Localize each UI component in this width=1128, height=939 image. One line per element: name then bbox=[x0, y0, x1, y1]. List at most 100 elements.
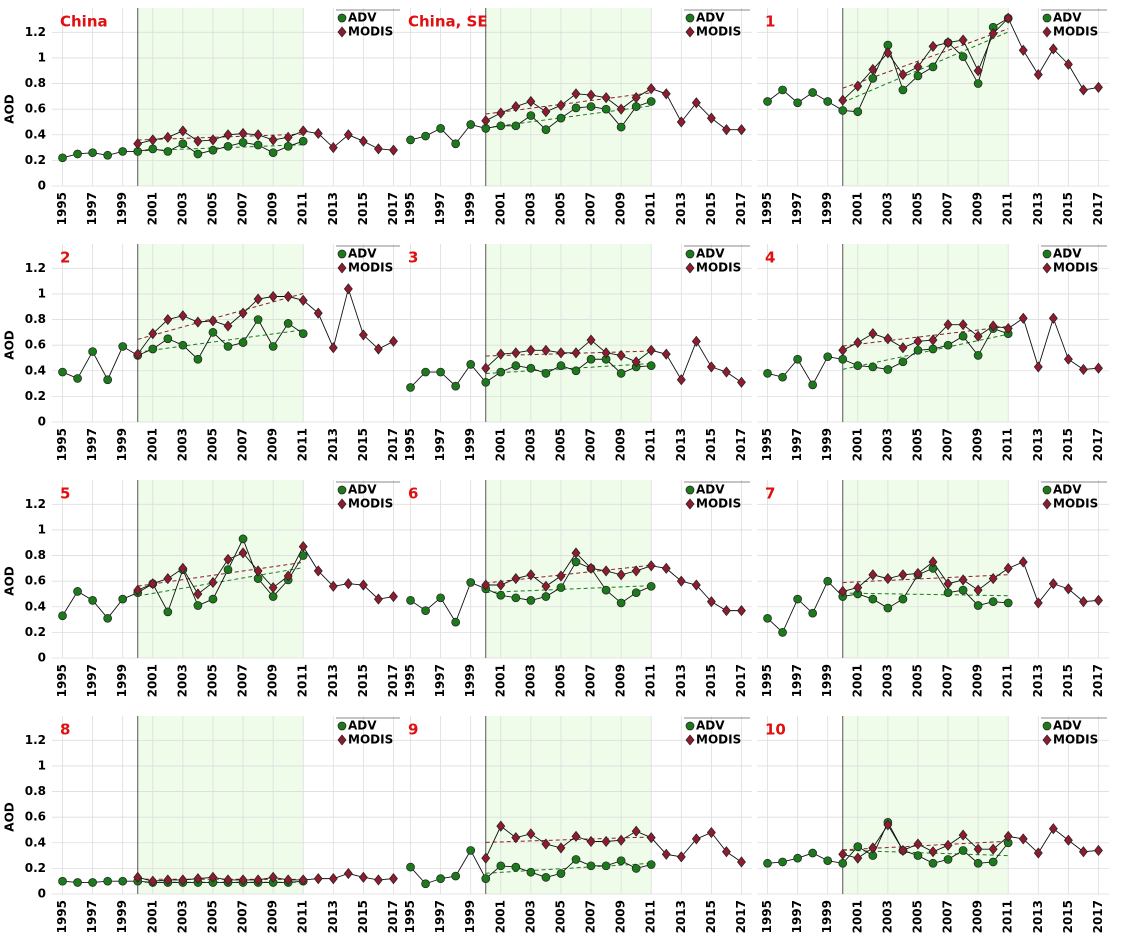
x-tick-label: 2007 bbox=[584, 428, 598, 461]
x-tick-label: 1999 bbox=[115, 428, 129, 461]
x-tick-label: 2017 bbox=[734, 192, 748, 225]
marker bbox=[928, 344, 938, 354]
marker bbox=[133, 584, 143, 596]
marker bbox=[223, 320, 233, 332]
x-tick-label: 2015 bbox=[356, 664, 370, 697]
marker bbox=[838, 858, 848, 868]
y-tick-label: 0 bbox=[38, 415, 46, 429]
legend-marker bbox=[337, 26, 347, 38]
marker bbox=[283, 131, 293, 143]
marker bbox=[571, 855, 581, 864]
marker bbox=[1018, 556, 1028, 568]
marker bbox=[943, 340, 953, 350]
x-tick-label: 1999 bbox=[820, 192, 834, 225]
marker bbox=[823, 352, 833, 362]
legend-marker bbox=[337, 498, 347, 510]
marker bbox=[988, 573, 998, 585]
marker bbox=[451, 871, 461, 881]
marker bbox=[883, 333, 893, 345]
panel-title: 1 bbox=[765, 13, 775, 31]
marker bbox=[541, 344, 551, 356]
marker bbox=[253, 129, 263, 141]
legend-marker bbox=[337, 262, 347, 274]
marker bbox=[737, 376, 746, 388]
marker bbox=[883, 573, 893, 585]
x-tick-label: 1999 bbox=[820, 664, 834, 697]
marker bbox=[148, 344, 158, 354]
x-tick-label: 2011 bbox=[296, 192, 310, 225]
legend-label: ADV bbox=[1053, 719, 1082, 733]
marker bbox=[868, 63, 878, 76]
marker bbox=[133, 348, 143, 360]
marker bbox=[631, 864, 641, 873]
x-tick-label: 2013 bbox=[1031, 900, 1045, 933]
marker bbox=[898, 69, 908, 81]
marker bbox=[1033, 361, 1043, 373]
marker bbox=[853, 361, 863, 371]
marker bbox=[526, 111, 536, 120]
legend-label: MODIS bbox=[696, 497, 741, 511]
x-tick-label: 2011 bbox=[296, 428, 310, 461]
legend-label: MODIS bbox=[696, 25, 741, 39]
marker bbox=[706, 112, 716, 124]
marker bbox=[193, 354, 203, 364]
x-tick-label: 2009 bbox=[266, 192, 280, 225]
marker bbox=[358, 871, 368, 883]
highlight-span bbox=[137, 480, 304, 658]
marker bbox=[616, 569, 626, 581]
x-tick-label: 2007 bbox=[236, 428, 250, 461]
marker bbox=[373, 343, 383, 355]
marker bbox=[808, 848, 818, 858]
marker bbox=[148, 134, 158, 146]
marker bbox=[511, 121, 521, 131]
x-tick-label: 1997 bbox=[433, 664, 447, 697]
marker bbox=[73, 587, 82, 596]
x-tick-label: 2009 bbox=[266, 900, 280, 933]
x-tick-label: 2001 bbox=[493, 428, 507, 461]
marker bbox=[898, 569, 908, 581]
marker bbox=[541, 106, 551, 118]
marker bbox=[268, 342, 278, 351]
marker bbox=[913, 61, 923, 73]
panel-title: 6 bbox=[408, 485, 418, 503]
marker bbox=[253, 293, 263, 305]
x-tick-label: 2005 bbox=[910, 428, 924, 461]
legend-marker bbox=[685, 13, 695, 23]
y-tick-label: 0.2 bbox=[25, 153, 46, 167]
x-tick-label: 2011 bbox=[296, 664, 310, 697]
marker bbox=[208, 576, 218, 589]
marker bbox=[298, 136, 308, 146]
marker bbox=[778, 857, 787, 867]
marker bbox=[526, 828, 536, 840]
x-tick-label: 2017 bbox=[734, 428, 748, 461]
marker bbox=[973, 330, 983, 342]
marker bbox=[913, 335, 923, 347]
marker bbox=[58, 153, 67, 163]
marker bbox=[928, 40, 938, 52]
marker bbox=[721, 846, 731, 858]
marker bbox=[298, 874, 308, 886]
panel: 1995 1997 1999 2001 2003 2005 2007 2009 2011 2013… bbox=[757, 716, 1109, 933]
y-tick-label: 1 bbox=[38, 50, 46, 64]
x-tick-label: 2013 bbox=[1031, 192, 1045, 225]
marker bbox=[958, 331, 968, 341]
panel-title: 8 bbox=[60, 721, 70, 739]
marker bbox=[496, 367, 506, 377]
marker bbox=[283, 290, 293, 303]
x-tick-label: 2003 bbox=[175, 664, 189, 697]
marker bbox=[868, 362, 878, 372]
marker bbox=[661, 562, 671, 574]
marker bbox=[208, 315, 218, 327]
marker bbox=[898, 85, 908, 95]
marker bbox=[586, 861, 596, 871]
marker bbox=[253, 140, 263, 150]
marker bbox=[466, 120, 476, 129]
marker bbox=[313, 565, 323, 577]
marker bbox=[1018, 833, 1028, 845]
x-tick-label: 2009 bbox=[971, 428, 985, 461]
marker bbox=[691, 833, 701, 845]
x-tick-label: 2001 bbox=[145, 664, 159, 697]
highlight-span bbox=[842, 716, 1009, 894]
marker bbox=[58, 876, 67, 886]
